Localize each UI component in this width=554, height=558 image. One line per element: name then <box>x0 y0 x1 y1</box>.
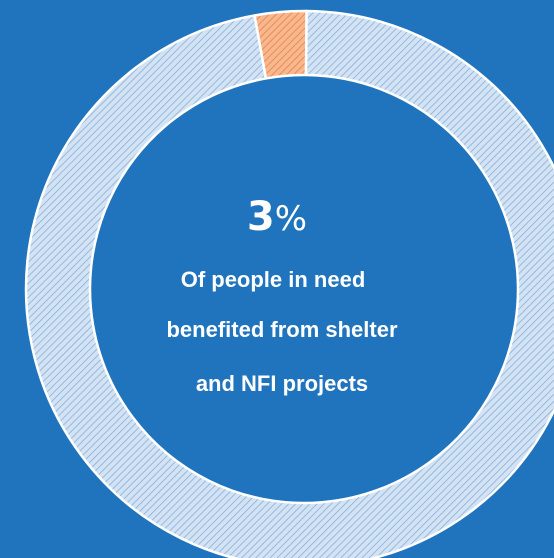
donut-slices <box>24 9 554 558</box>
headline-percentage: 3% <box>0 193 554 243</box>
caption-line-3: and NFI projects <box>195 371 369 396</box>
caption-line-1: Of people in need <box>180 267 366 292</box>
donut-slice-remainder <box>24 9 554 558</box>
caption-line-2: benefited from shelter <box>166 317 398 342</box>
headline-value: 3 <box>246 194 275 240</box>
headline-unit: % <box>274 199 308 239</box>
